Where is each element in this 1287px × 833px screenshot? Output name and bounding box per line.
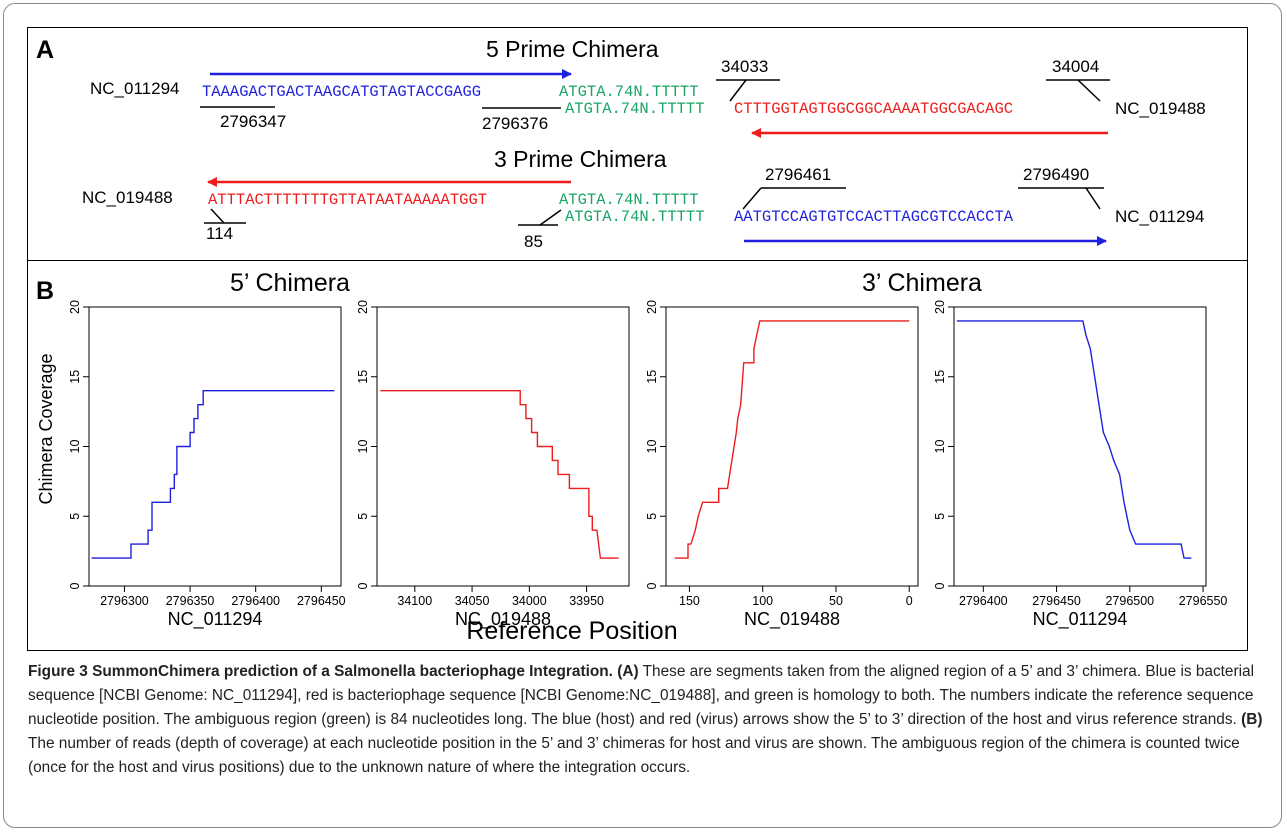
caption-b-text: The number of reads (depth of coverage) … (28, 735, 1240, 776)
y-tick-label: 0 (933, 582, 947, 589)
plot-frame (88, 306, 342, 587)
three-prime-virus-start-tick (210, 208, 225, 224)
panel-b: B 5’ Chimera 3’ Chimera Chimera Coverage… (27, 261, 1248, 651)
caption-b-label: (B) (1241, 711, 1263, 728)
three-prime-title: 3 Prime Chimera (494, 146, 667, 172)
coverage-series-line (956, 320, 1192, 559)
x-tick-label: 0 (906, 594, 913, 608)
five-prime-homology-bottom: ATGTA.74N.TTTTT (565, 100, 705, 118)
y-tick-label: 20 (933, 300, 947, 314)
three-prime-virus-seq: ATTTACTTTTTTTGTTATAATAAAAATGGT (208, 191, 487, 209)
y-tick-label: 15 (933, 370, 947, 384)
x-tick-label: 33950 (569, 594, 604, 608)
x-axis-label: NC_011294 (1033, 609, 1128, 630)
x-tick-label: 2796300 (100, 594, 149, 608)
plot-frame (665, 306, 919, 587)
three-prime-pos-host-end: 2796490 (1023, 165, 1089, 184)
group-title-5prime: 5’ Chimera (230, 269, 350, 297)
x-tick-label: 2796550 (1179, 594, 1228, 608)
x-tick-label: 2796400 (231, 594, 280, 608)
five-prime-virus-end-tick (1077, 79, 1101, 102)
three-prime-pos-virus-start: 114 (206, 224, 233, 243)
x-tick-label: 34100 (397, 594, 432, 608)
figure-frame (3, 3, 1282, 828)
y-tick-label: 5 (933, 513, 947, 520)
y-tick-label: 5 (645, 513, 659, 520)
three-prime-homology-bottom: ATGTA.74N.TTTTT (565, 208, 705, 226)
panel-b-letter: B (36, 277, 54, 305)
five-prime-pos-virus-end: 34004 (1052, 57, 1099, 76)
three-prime-host-seq: AATGTCCAGTGTCCACTTAGCGTCCACCTA (734, 208, 1014, 226)
y-tick-label: 10 (645, 440, 659, 454)
five-prime-pos-host-start: 2796347 (220, 112, 286, 131)
y-tick-label: 20 (356, 300, 370, 314)
y-tick-label: 10 (356, 440, 370, 454)
x-tick-label: 2796400 (959, 594, 1008, 608)
y-tick-label: 10 (68, 440, 82, 454)
x-axis-label: NC_011294 (168, 609, 263, 630)
y-tick-label: 15 (68, 370, 82, 384)
y-tick-label: 0 (68, 582, 82, 589)
x-tick-label: 150 (679, 594, 700, 608)
x-tick-label: 34000 (512, 594, 547, 608)
y-tick-label: 0 (645, 582, 659, 589)
five-prime-virus-label: NC_019488 (1115, 99, 1206, 118)
y-tick-label: 10 (933, 440, 947, 454)
x-tick-label: 2796450 (297, 594, 346, 608)
three-prime-pos-virus-end: 85 (524, 232, 543, 251)
three-prime-host-end-tick (1085, 187, 1101, 210)
y-tick-label: 20 (645, 300, 659, 314)
caption-figure-label: Figure 3 SummonChimera prediction of a S… (28, 663, 613, 680)
five-prime-pos-host-end: 2796376 (482, 114, 548, 133)
coverage-series-line (380, 389, 619, 559)
y-tick-label: 15 (356, 370, 370, 384)
panel-a-letter: A (36, 36, 54, 64)
y-tick-label: 5 (68, 513, 82, 520)
y-tick-label: 5 (356, 513, 370, 520)
five-prime-host-seq: TAAAGACTGACTAAGCATGTAGTACCGAGG (202, 83, 481, 101)
three-prime-homology-top: ATGTA.74N.TTTTT (559, 191, 699, 209)
coverage-series-line (91, 389, 335, 559)
coverage-series-line (674, 320, 910, 559)
three-prime-host-start-tick (742, 187, 762, 210)
x-tick-label: 34050 (455, 594, 490, 608)
three-prime-host-label: NC_011294 (1115, 207, 1204, 226)
x-axis-label: NC_019488 (744, 609, 840, 630)
x-tick-label: 2796500 (1105, 594, 1154, 608)
five-prime-title: 5 Prime Chimera (486, 36, 659, 62)
y-tick-label: 15 (645, 370, 659, 384)
panel-a-diagram: A 5 Prime Chimera NC_011294 TAAAGACTGACT… (36, 36, 1206, 251)
y-axis-label: Chimera Coverage (36, 353, 56, 504)
x-tick-label: 50 (829, 594, 843, 608)
three-prime-virus-end-tick (539, 209, 562, 226)
x-tick-label: 2796450 (1032, 594, 1081, 608)
y-tick-label: 0 (356, 582, 370, 589)
plot-frame (376, 306, 630, 587)
coverage-charts: B 5’ Chimera 3’ Chimera Chimera Coverage… (36, 269, 1227, 645)
common-x-label: Reference Position (466, 617, 677, 645)
five-prime-virus-seq: CTTTGGTAGTGGCGGCAAAATGGCGACAGC (734, 100, 1013, 118)
group-title-3prime: 3’ Chimera (862, 269, 982, 297)
five-prime-host-label: NC_011294 (90, 79, 179, 98)
coverage-chart-3: 150 100 50 0 0 5 10 15 20 NC_019488 (645, 300, 919, 630)
x-tick-label: 100 (752, 594, 773, 608)
five-prime-virus-start-tick (729, 79, 747, 102)
three-prime-pos-host-start: 2796461 (765, 165, 831, 184)
x-axis-label: NC_019488 (455, 609, 551, 630)
coverage-chart-1: 2796300 2796350 2796400 2796450 0 5 10 15 20 NC_0… (68, 300, 346, 630)
coverage-chart-4: 2796400 2796450 2796500 2796550 0 5 10 15 20 NC_0… (933, 300, 1227, 630)
coverage-chart-2: 34100 34050 34000 33950 0 5 10 15 20 NC_019488 (356, 300, 630, 630)
caption-a-label: (A) (617, 663, 639, 680)
five-prime-pos-virus-start: 34033 (721, 57, 768, 76)
x-tick-label: 2796350 (166, 594, 215, 608)
five-prime-homology-top: ATGTA.74N.TTTTT (559, 83, 699, 101)
panel-a: A 5 Prime Chimera NC_011294 TAAAGACTGACT… (27, 27, 1248, 261)
caption-a-text: These are segments taken from the aligne… (28, 663, 1255, 728)
figure-caption: Figure 3 SummonChimera prediction of a S… (28, 660, 1263, 780)
three-prime-virus-label: NC_019488 (82, 188, 173, 207)
y-tick-label: 20 (68, 300, 82, 314)
